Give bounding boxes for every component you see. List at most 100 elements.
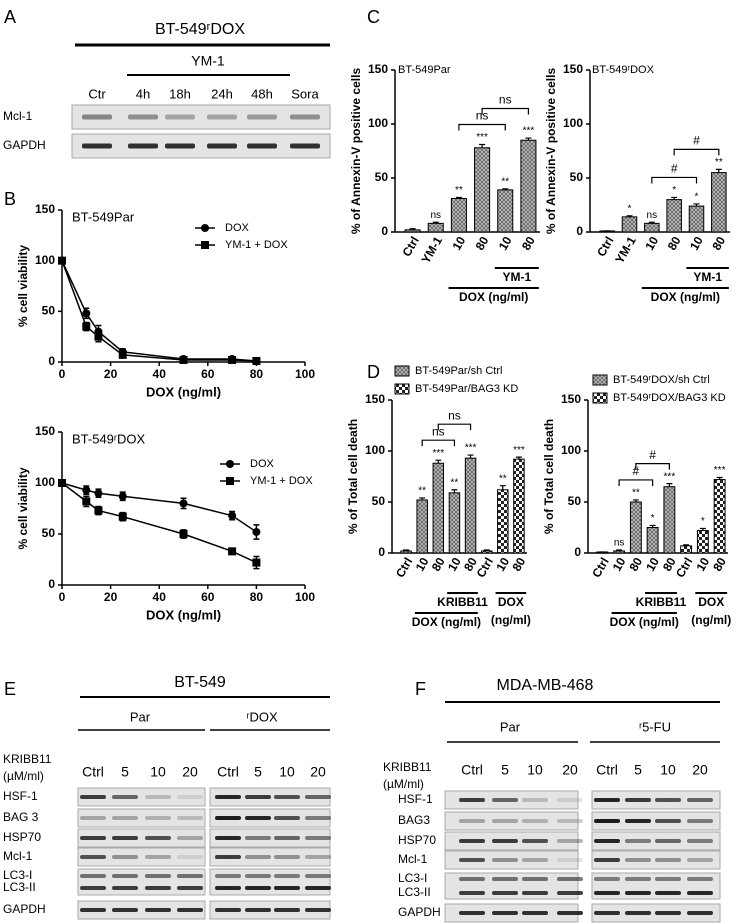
group-label: Par	[500, 719, 521, 734]
blot-row	[77, 900, 206, 920]
error-bar	[515, 456, 522, 460]
x-tick-label: 10	[449, 234, 468, 253]
comparison-bracket	[481, 107, 530, 115]
blot-band	[594, 839, 620, 843]
error-bar	[483, 549, 490, 551]
x-tick-label: 80	[519, 234, 538, 253]
lane-label: 5	[501, 762, 509, 778]
blot-band	[112, 886, 138, 890]
panel-title: MDA-MB-468	[497, 677, 594, 694]
marker	[201, 241, 209, 249]
blot-band	[594, 911, 620, 915]
series-line	[61, 260, 257, 362]
blot-band	[305, 836, 331, 840]
comparison-label: #	[649, 448, 656, 462]
blot-row	[444, 872, 579, 900]
y-tick-label: 0	[378, 545, 385, 559]
blot-band	[655, 877, 681, 881]
blot-band	[557, 891, 583, 895]
legend-swatch	[394, 365, 410, 377]
bar	[404, 229, 421, 233]
panel-letter: D	[367, 362, 380, 382]
x-tick-label: YM-1	[612, 234, 639, 266]
legend-label: BT-549ʳDOX/BAG3 KD	[613, 392, 726, 404]
significance-label: ***	[513, 445, 525, 456]
bar	[464, 457, 477, 554]
blot-band	[594, 858, 620, 862]
y-tick-label: 0	[48, 577, 55, 591]
x-tick-label: YM-1	[419, 234, 446, 266]
group-label: (ng/ml)	[691, 613, 731, 627]
significance-label: **	[451, 477, 459, 488]
blot-band	[492, 877, 518, 881]
blot-band	[215, 886, 241, 890]
marker	[228, 355, 237, 364]
y-tick-label: 100	[35, 475, 55, 489]
error-bar	[435, 459, 442, 464]
row-label: GAPDH	[398, 905, 441, 919]
chart-title: BT-549ʳDOX	[592, 64, 655, 76]
y-tick-label: 50	[42, 526, 56, 540]
x-tick-label: 80	[709, 234, 728, 253]
row-label: GAPDH	[3, 138, 46, 152]
blot-band	[177, 836, 203, 840]
significance-label: **	[715, 157, 723, 168]
lane-label: 5	[634, 762, 642, 778]
blot-band	[215, 874, 241, 878]
blot-band	[492, 891, 518, 895]
legend-label: BT-549Par/BAG3 KD	[415, 383, 518, 395]
legend-label: YM-1 + DOX	[225, 239, 288, 251]
x-tick-label: 80	[429, 555, 448, 574]
error-bar	[632, 499, 639, 502]
blot-band	[459, 891, 485, 895]
x-tick-label: 40	[153, 590, 167, 604]
row-label: Mcl-1	[398, 852, 428, 866]
blot-band	[274, 908, 300, 912]
comparison-label: ns	[499, 93, 512, 107]
y-tick-label: 50	[570, 170, 584, 184]
x-tick-label: 80	[250, 590, 264, 604]
x-tick-label: 10	[643, 555, 662, 574]
blot-band	[594, 798, 620, 802]
blot-band	[80, 816, 106, 820]
blot-band	[655, 891, 681, 895]
x-tick-label: 10	[642, 234, 661, 253]
marker	[58, 256, 66, 265]
blot-band	[274, 816, 300, 820]
significance-label: ns	[614, 538, 625, 549]
blot-band	[305, 855, 331, 859]
legend-swatch	[592, 374, 608, 386]
comparison-bracket	[618, 479, 654, 486]
y-tick-label: 150	[561, 392, 581, 406]
y-tick-label: 50	[568, 494, 582, 508]
bar	[711, 172, 727, 233]
x-tick-label: 80	[660, 555, 679, 574]
significance-label: **	[455, 185, 463, 196]
blot-band	[459, 798, 485, 802]
legend-label: DOX	[250, 458, 275, 470]
blot-row	[77, 868, 206, 896]
blot-band	[655, 798, 681, 802]
blot-row	[77, 828, 206, 848]
blot-band	[82, 114, 112, 120]
blot-band	[594, 891, 620, 895]
blot-band	[80, 908, 106, 912]
error-bar	[666, 483, 673, 487]
x-tick-label: 40	[153, 367, 167, 381]
marker	[118, 350, 127, 359]
y-tick-label: 100	[561, 443, 581, 457]
bar	[474, 147, 491, 233]
error-bar	[648, 221, 655, 224]
legend-label: DOX	[225, 222, 250, 234]
significance-label: **	[418, 486, 426, 497]
blot-band	[687, 877, 713, 881]
lane-label: Ctrl	[82, 764, 104, 780]
blot-band	[215, 836, 241, 840]
blot-band	[245, 855, 271, 859]
group-label: DOX (ng/ml)	[610, 615, 679, 629]
marker	[82, 486, 91, 495]
blot-row	[444, 850, 579, 870]
bar	[713, 479, 726, 554]
blot-row	[209, 868, 331, 896]
blot-band	[145, 836, 171, 840]
